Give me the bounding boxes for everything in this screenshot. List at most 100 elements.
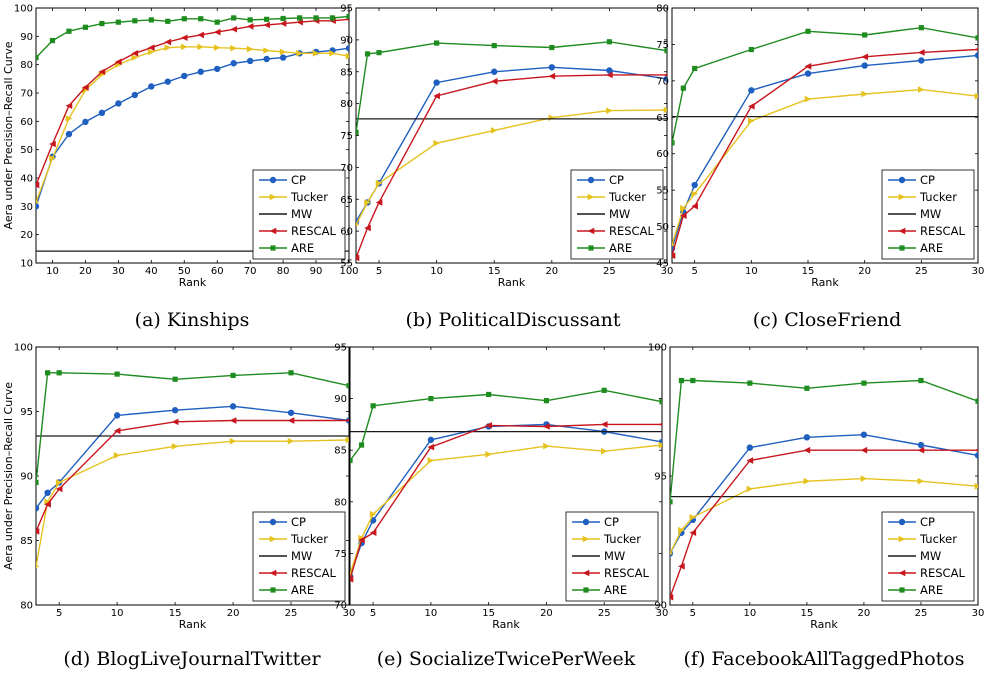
data-point-tucker <box>55 479 63 486</box>
data-point-tucker <box>65 115 73 122</box>
x-tick-label: 25 <box>915 266 928 277</box>
data-point-are <box>214 19 220 25</box>
x-tick-label: 25 <box>598 608 611 619</box>
data-point-tucker <box>171 443 179 450</box>
series-line-are <box>350 389 662 461</box>
data-point-cp <box>197 68 204 75</box>
data-point-are <box>198 16 204 22</box>
data-point-rescal <box>748 103 755 110</box>
data-point-rescal <box>490 78 498 85</box>
x-axis-label: Rank <box>179 618 207 631</box>
data-point-are <box>114 371 120 377</box>
series-line-are <box>672 26 978 143</box>
legend-entry: Tucker <box>290 190 328 204</box>
legend-entry: ARE <box>291 241 314 255</box>
data-point-cp <box>82 118 89 126</box>
data-point-rescal <box>230 25 237 33</box>
x-tick-label: 20 <box>79 266 92 277</box>
data-point-tucker <box>375 180 383 187</box>
series-group <box>672 25 978 260</box>
data-point-cp <box>345 45 349 52</box>
data-point-rescal <box>345 418 349 423</box>
data-point-rescal <box>375 199 383 206</box>
data-point-cp <box>860 431 868 438</box>
data-point-are <box>862 32 868 38</box>
data-point-rescal <box>658 422 662 427</box>
y-tick-label: 50 <box>20 145 33 156</box>
data-point-are <box>370 403 376 409</box>
data-point-are <box>748 46 754 53</box>
y-tick-label: 70 <box>334 601 347 612</box>
legend-marker <box>899 245 905 251</box>
data-point-are <box>805 28 811 34</box>
data-point-tucker <box>197 43 205 51</box>
data-point-are <box>132 18 138 24</box>
x-tick-label: 100 <box>339 266 358 277</box>
data-point-tucker <box>131 54 139 61</box>
x-tick-label: 15 <box>169 608 182 619</box>
data-point-cp <box>691 181 698 189</box>
data-point-are <box>428 396 434 402</box>
legend-entry: Tucker <box>919 190 957 204</box>
data-point-are <box>36 479 39 486</box>
data-point-are <box>172 376 178 382</box>
legend-marker <box>898 227 906 235</box>
data-point-cp <box>974 52 978 59</box>
x-tick-label: 10 <box>745 266 758 277</box>
data-point-tucker <box>672 243 676 247</box>
legend-entry: CP <box>291 173 306 187</box>
data-point-tucker <box>804 95 812 103</box>
y-tick-label: 90 <box>340 35 353 46</box>
subfigure-caption: (c) CloseFriend <box>753 309 902 331</box>
x-tick-label: 80 <box>277 266 290 277</box>
data-point-are <box>975 35 978 41</box>
data-point-rescal <box>861 53 868 61</box>
x-tick-label: 30 <box>656 608 669 619</box>
y-tick-label: 20 <box>20 230 33 241</box>
x-tick-label: 25 <box>285 608 298 619</box>
legend-marker <box>898 569 906 577</box>
data-point-are <box>364 51 371 57</box>
legend-marker <box>582 569 590 577</box>
x-tick-label: 50 <box>178 266 191 277</box>
y-tick-label: 75 <box>340 131 353 142</box>
data-point-are <box>181 16 187 22</box>
data-point-rescal <box>350 575 354 583</box>
data-point-cp <box>491 68 498 75</box>
data-point-cp <box>115 100 122 107</box>
x-tick-label: 25 <box>915 608 928 619</box>
data-point-rescal <box>485 422 492 429</box>
data-point-rescal <box>358 536 365 544</box>
data-point-tucker <box>345 52 349 60</box>
data-point-rescal <box>49 140 56 148</box>
data-point-are <box>148 17 154 23</box>
y-tick-label: 60 <box>656 149 669 160</box>
data-point-tucker <box>230 44 237 52</box>
data-point-are <box>230 372 236 378</box>
x-tick-label: 20 <box>858 608 871 619</box>
data-point-rescal <box>803 446 811 454</box>
legend-marker <box>582 518 590 526</box>
y-tick-label: 80 <box>656 4 669 15</box>
data-point-rescal <box>246 23 254 30</box>
data-point-tucker <box>691 190 698 198</box>
data-point-rescal <box>663 73 667 77</box>
x-axis-label: Rank <box>811 276 839 289</box>
data-point-rescal <box>113 427 121 435</box>
y-tick-label: 95 <box>334 343 347 354</box>
data-point-rescal <box>148 44 155 51</box>
x-tick-label: 5 <box>376 266 382 277</box>
data-point-are <box>36 54 39 61</box>
data-point-cp <box>98 109 106 117</box>
y-tick-label: 80 <box>20 601 33 612</box>
data-point-cp <box>263 55 270 63</box>
series-line-tucker <box>672 88 978 246</box>
x-tick-label: 10 <box>430 266 443 277</box>
data-point-tucker <box>860 475 868 482</box>
y-tick-label: 40 <box>20 174 33 185</box>
data-point-are <box>49 37 56 44</box>
data-point-cp <box>36 203 40 210</box>
legend-entry: Tucker <box>603 532 641 546</box>
data-point-are <box>690 377 696 384</box>
